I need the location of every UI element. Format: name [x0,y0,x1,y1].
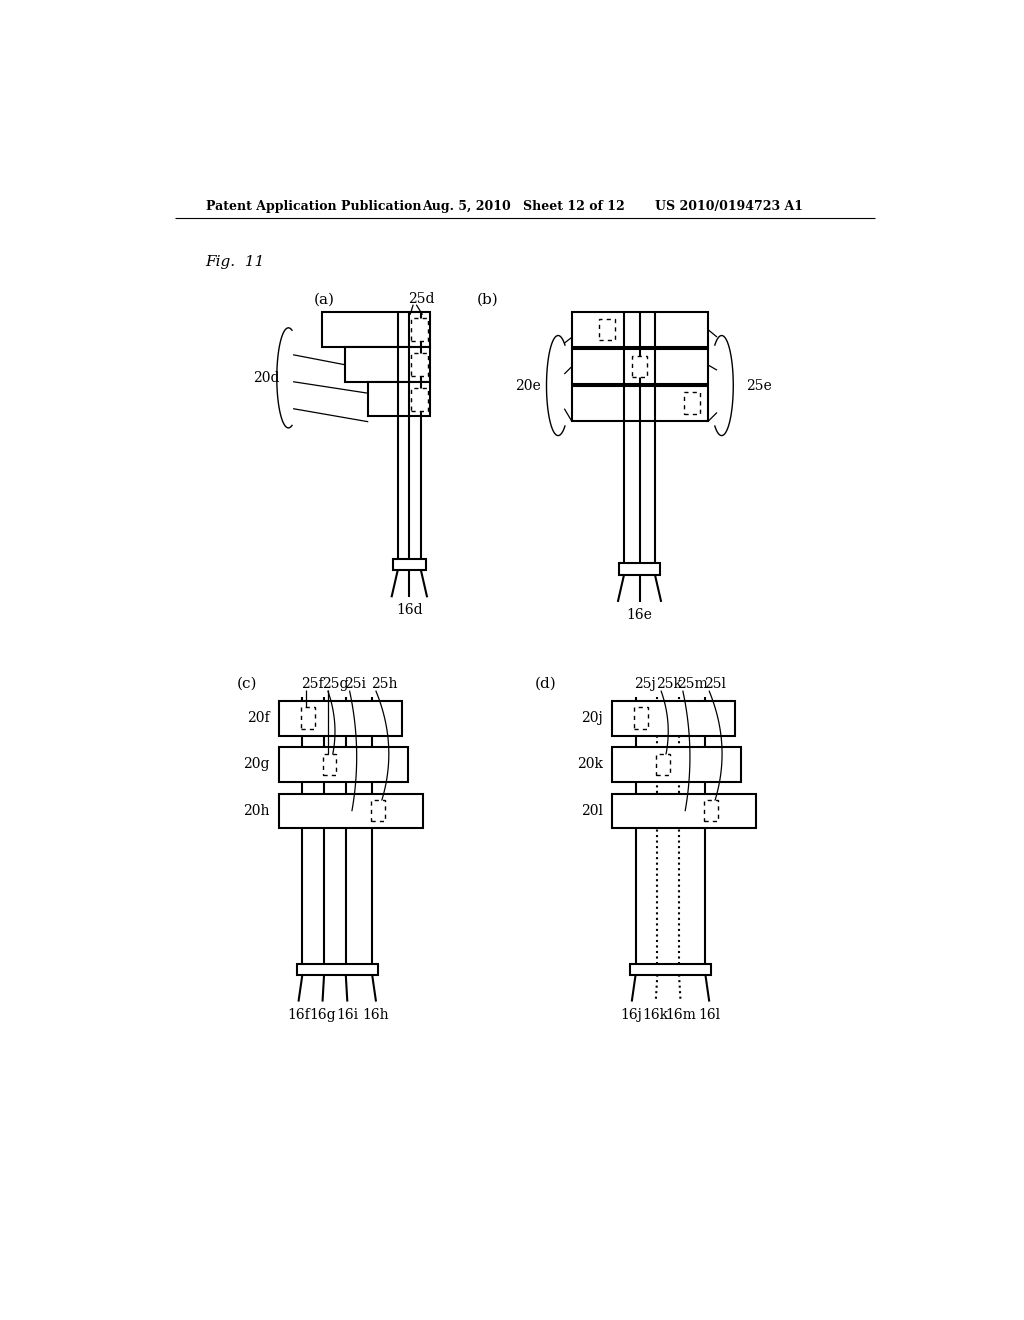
Bar [371,800,385,821]
Text: Fig.  11: Fig. 11 [206,255,265,269]
Bar [280,701,401,737]
Text: 20d: 20d [253,371,280,385]
Bar [612,793,756,829]
Text: 25l: 25l [703,677,726,690]
Text: (d): (d) [535,677,557,690]
Text: 25j: 25j [634,677,655,690]
Bar [280,793,423,829]
Bar [655,754,670,775]
Text: 16d: 16d [396,603,423,618]
Bar [322,313,430,347]
Bar [630,964,711,974]
Bar [345,347,430,381]
Text: (c): (c) [237,677,257,690]
Bar [280,747,408,781]
Text: 20j: 20j [582,711,603,725]
Text: 20l: 20l [581,804,603,817]
Bar [411,354,428,376]
Text: 25m: 25m [678,677,709,690]
Text: 16j: 16j [621,1007,643,1022]
Bar [393,558,426,570]
Text: 16h: 16h [362,1007,389,1022]
Bar [411,318,428,341]
Text: (a): (a) [314,292,335,306]
Bar [323,754,337,775]
Bar [297,964,378,974]
Bar [612,701,735,737]
Text: 25f: 25f [301,677,324,690]
Bar [572,313,708,347]
Text: 16m: 16m [666,1007,696,1022]
Text: 25d: 25d [409,292,435,305]
Bar [572,350,708,384]
Text: 16f: 16f [287,1007,310,1022]
Bar [612,747,741,781]
Text: 16e: 16e [627,609,652,622]
Text: US 2010/0194723 A1: US 2010/0194723 A1 [655,201,803,214]
Text: 16l: 16l [698,1007,720,1022]
Text: Sheet 12 of 12: Sheet 12 of 12 [523,201,625,214]
Text: 16k: 16k [643,1007,669,1022]
Text: 25i: 25i [344,677,367,690]
Bar [411,388,428,411]
Bar [634,708,648,729]
Text: 20h: 20h [244,804,270,817]
Bar [301,708,314,729]
Text: Patent Application Publication: Patent Application Publication [206,201,421,214]
Bar [369,381,430,416]
Bar [620,564,659,576]
Text: 16i: 16i [336,1007,358,1022]
Text: 25k: 25k [655,677,682,690]
Text: 25h: 25h [371,677,397,690]
Bar [572,387,708,421]
Text: 20g: 20g [244,758,270,771]
Bar [703,800,718,821]
Bar [632,355,647,378]
Text: Aug. 5, 2010: Aug. 5, 2010 [423,201,511,214]
Bar [599,318,614,341]
Text: 25e: 25e [746,379,772,392]
Text: 20k: 20k [578,758,603,771]
Text: 25g: 25g [323,677,349,690]
Text: 16g: 16g [309,1007,336,1022]
Bar [684,392,700,414]
Text: (b): (b) [477,292,499,306]
Text: 20f: 20f [247,711,270,725]
Text: 20e: 20e [515,379,541,392]
